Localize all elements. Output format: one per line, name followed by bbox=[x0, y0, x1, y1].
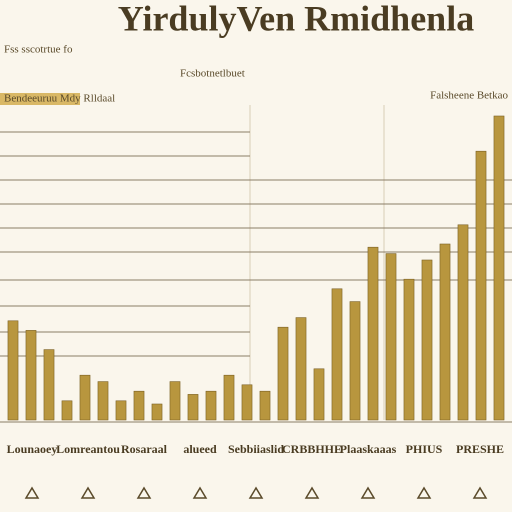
bar bbox=[439, 243, 451, 421]
x-axis-label: Lomreantou bbox=[56, 442, 120, 456]
bar bbox=[349, 301, 361, 421]
x-axis-label: CRBBHHE bbox=[282, 442, 342, 456]
bar bbox=[79, 374, 91, 421]
axis-icon bbox=[472, 486, 488, 499]
bar bbox=[25, 330, 37, 421]
bar bbox=[97, 381, 109, 421]
x-axis-label: PHIUS bbox=[406, 442, 443, 456]
bar bbox=[493, 115, 505, 421]
axis-icon bbox=[80, 486, 96, 499]
bar bbox=[241, 384, 253, 421]
bar bbox=[475, 150, 487, 421]
axis-icon bbox=[248, 486, 264, 499]
bar bbox=[295, 317, 307, 421]
bar bbox=[403, 278, 415, 421]
bar bbox=[259, 390, 271, 421]
bar bbox=[43, 349, 55, 421]
bar bbox=[151, 403, 163, 421]
frame bbox=[0, 105, 512, 423]
x-axis-label: Rosaraal bbox=[121, 442, 168, 456]
axis-icon bbox=[136, 486, 152, 499]
chart-title: YirdulyVen Rmidhenla bbox=[118, 0, 474, 38]
annotation: Fcsbotnetlbuet bbox=[180, 68, 245, 80]
bar bbox=[187, 394, 199, 421]
bar bbox=[133, 390, 145, 421]
axis-icon bbox=[24, 486, 40, 499]
x-axis-label: PRESHE bbox=[456, 442, 504, 456]
bar bbox=[331, 288, 343, 421]
bar bbox=[223, 374, 235, 421]
bar bbox=[277, 326, 289, 421]
bar bbox=[169, 381, 181, 421]
axis-icon bbox=[360, 486, 376, 499]
bar bbox=[115, 400, 127, 421]
bar bbox=[385, 253, 397, 421]
bar bbox=[61, 400, 73, 421]
bar bbox=[205, 390, 217, 421]
x-axis-label: Lounaoey bbox=[7, 442, 58, 456]
axis-icon bbox=[192, 486, 208, 499]
axis-icon bbox=[304, 486, 320, 499]
x-axis-label: Sebbiiaslid bbox=[228, 442, 284, 456]
bar bbox=[313, 368, 325, 421]
bar bbox=[7, 320, 19, 421]
x-axis-label: alueed bbox=[183, 442, 217, 456]
bar bbox=[367, 246, 379, 421]
header-left: Bendeeuruu Mdy Rlldaal bbox=[4, 93, 115, 105]
bar bbox=[457, 224, 469, 421]
header-right: Falsheene Betkao bbox=[430, 90, 508, 102]
x-axis-label: Plaaskaaas bbox=[340, 442, 397, 456]
bar bbox=[421, 259, 433, 421]
axis-icon bbox=[416, 486, 432, 499]
header-band bbox=[0, 93, 80, 105]
subtitle: Fss sscotrtue fo bbox=[4, 44, 73, 56]
